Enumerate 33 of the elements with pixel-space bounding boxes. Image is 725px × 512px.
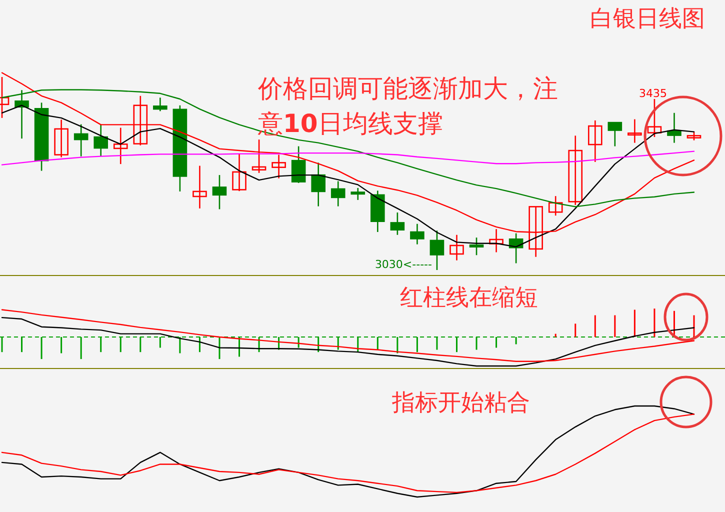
candlestick: [390, 212, 405, 236]
candlestick: [628, 118, 642, 144]
candlestick: [94, 124, 108, 157]
candlestick: [291, 146, 306, 184]
candlestick: [54, 119, 68, 158]
candlestick: [153, 97, 168, 112]
annotation: 3030<-----: [374, 258, 432, 271]
annotation: 价格回调可能逐渐加大，注意10日均线支撑: [257, 74, 558, 138]
annotation: 指标开始粘合: [391, 390, 530, 416]
candlestick: [232, 153, 246, 192]
candlestick: [330, 180, 346, 207]
annotation: 3435: [639, 87, 667, 100]
candlestick: [192, 165, 207, 210]
candlestick: [410, 223, 424, 245]
candlestick: [252, 138, 266, 174]
chart-title: 白银日线图: [590, 6, 705, 32]
candlestick: [667, 112, 682, 144]
candlestick: [272, 154, 286, 179]
candlestick: [133, 95, 148, 146]
candlestick: [350, 187, 366, 201]
candlestick: [113, 127, 128, 165]
candlestick: [469, 236, 484, 256]
candlestick: [568, 135, 583, 206]
candlestick: [647, 98, 662, 138]
candlestick: [430, 230, 444, 271]
candlestick: [212, 174, 227, 210]
candlestick: [450, 234, 464, 261]
candlestick: [548, 195, 563, 216]
candlestick: [74, 124, 88, 157]
candlestick: [311, 162, 326, 207]
candlestick: [588, 120, 602, 163]
annotation: 红柱线在缩短: [400, 285, 538, 311]
candlestick: [608, 122, 622, 147]
